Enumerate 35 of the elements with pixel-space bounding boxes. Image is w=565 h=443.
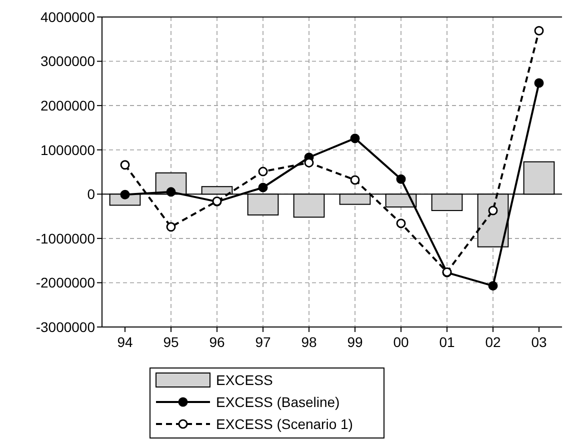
x-tick-label: 00 (393, 334, 409, 350)
y-tick-label: -3000000 (36, 318, 96, 335)
point (488, 206, 498, 216)
x-tick-label: 99 (347, 334, 363, 350)
x-tick-label: 01 (439, 334, 455, 350)
point (166, 187, 176, 197)
x-tick-label: 95 (163, 334, 179, 350)
point (488, 281, 498, 291)
x-tick-label: 94 (117, 334, 133, 350)
y-tick-label: 1000000 (40, 142, 96, 158)
point (120, 160, 130, 170)
point (166, 222, 176, 232)
point (258, 166, 268, 176)
legend-label: EXCESS (Scenario 1) (216, 416, 353, 432)
point (534, 26, 544, 36)
point (534, 78, 544, 88)
x-tick-label: 96 (209, 334, 225, 350)
point (350, 134, 360, 144)
point (396, 218, 406, 228)
y-tick-label: -1000000 (36, 230, 96, 246)
x-tick-label: 98 (301, 334, 317, 350)
y-tick-label: 0 (87, 186, 96, 202)
x-tick-label: 97 (255, 334, 271, 350)
x-tick-label: 02 (485, 334, 501, 350)
point (350, 175, 360, 185)
y-tick-label: 3000000 (40, 53, 96, 70)
point (396, 174, 406, 184)
y-tick-label: 4000000 (40, 8, 96, 25)
point (120, 190, 130, 200)
point (258, 182, 268, 192)
y-tick-label: 2000000 (40, 97, 96, 114)
y-tick-label: -2000000 (36, 274, 96, 291)
legend-label: EXCESS (Baseline) (216, 394, 340, 410)
x-tick-label: 03 (531, 334, 547, 350)
legend-label: EXCESS (216, 372, 273, 388)
